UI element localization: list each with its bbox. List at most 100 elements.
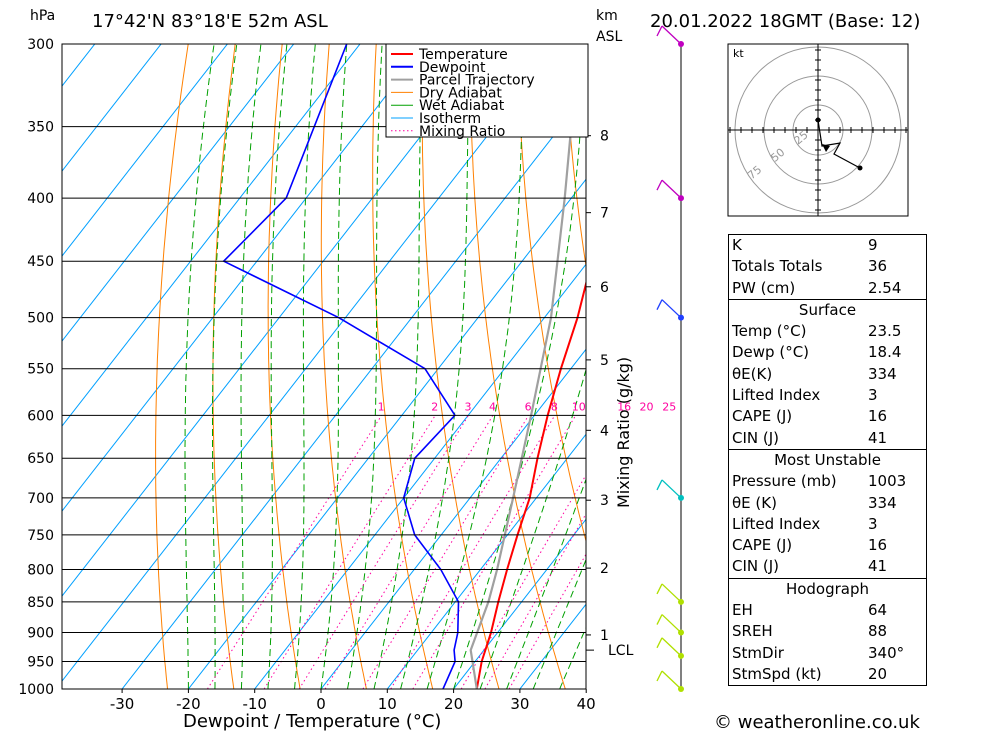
km-tick-label: 6 (600, 280, 609, 296)
index-value: 41 (868, 557, 888, 576)
dry-adiabat-line (155, 44, 189, 689)
km-tick-label: 2 (600, 561, 609, 577)
wet-adiabat-line (426, 44, 524, 689)
pressure-tick-label: 300 (27, 37, 54, 53)
index-label: Totals Totals (732, 257, 823, 276)
mixing-ratio-line (206, 415, 383, 689)
pressure-tick-label: 650 (27, 451, 54, 467)
km-tick-label: 3 (600, 493, 609, 509)
legend-entry: Mixing Ratio (419, 124, 505, 140)
km-tick-label: 8 (600, 129, 609, 145)
pressure-tick-label: 850 (27, 595, 54, 611)
index-label: CAPE (J) (732, 536, 793, 555)
legend-entry: Dry Adiabat (419, 85, 502, 101)
wind-barb-staff (661, 299, 682, 319)
mu-row: θE (K) 334 (729, 493, 926, 514)
pressure-tick-label: 550 (27, 362, 54, 378)
wet-adiabat-line (267, 44, 288, 689)
index-label: EH (732, 601, 753, 620)
lcl-label: LCL (608, 643, 634, 659)
surface-row: Dewp (°C) 18.4 (729, 342, 926, 363)
datetime-title: 20.01.2022 18GMT (Base: 12) (650, 11, 920, 32)
mixing-ratio-line (390, 415, 556, 689)
isotherm-line (452, 518, 586, 689)
wet-adiabat-line (506, 478, 586, 689)
dry-adiabat-line (421, 44, 500, 689)
hodograph-point (857, 165, 863, 171)
x-tick-label: -10 (242, 695, 267, 713)
wind-barb-dot (678, 598, 684, 605)
most-unstable-box: Most Unstable Pressure (mb) 1003 θE (K) 33… (728, 448, 927, 578)
wind-barb-column (656, 25, 684, 692)
index-label: PW (cm) (732, 278, 796, 297)
isotherm-line (386, 433, 586, 689)
wind-barb-flag (656, 583, 663, 595)
index-label: K (732, 236, 742, 254)
index-label: Lifted Index (732, 386, 821, 405)
wind-barb-flag (656, 299, 663, 310)
pressure-tick-label: 500 (27, 311, 54, 327)
mixing-ratio-axis-label: Mixing Ratio (g/kg) (614, 357, 633, 508)
index-label: CIN (J) (732, 557, 780, 576)
index-value: 18.4 (868, 343, 902, 362)
isotherm-line (62, 44, 295, 342)
index-label: StmDir (732, 643, 784, 662)
wet-adiabat-line (320, 44, 348, 689)
index-label: CIN (J) (732, 428, 780, 447)
wet-adiabat-line (240, 44, 262, 689)
hodograph-point (815, 117, 821, 123)
wet-adiabat-line (453, 44, 586, 689)
pressure-tick-label: 900 (27, 626, 54, 642)
footer-credit: © weatheronline.co.uk (714, 712, 920, 733)
index-value: 23.5 (868, 322, 902, 341)
index-value: 20 (868, 664, 888, 683)
dry-adiabat-line (212, 44, 236, 689)
hodograph-index-box: Hodograph EH 64 SREH 88 StmDir 340° StmSpd … (728, 577, 927, 687)
wind-barb-dot (678, 41, 684, 47)
mixing-ratio-line (263, 415, 436, 689)
wind-barb-staff (661, 479, 682, 499)
hodograph-trace (817, 119, 861, 169)
index-value: 334 (868, 364, 897, 383)
surface-row: CAPE (J) 16 (729, 406, 926, 427)
index-value: 1003 (868, 472, 907, 491)
legend-entry: Dewpoint (419, 60, 486, 76)
mixing-ratio-label: 16 (617, 400, 631, 413)
wet-adiabat-line (532, 558, 586, 689)
index-value: 3 (868, 386, 878, 405)
dry-adiabat-line (563, 44, 586, 270)
isotherm-line (62, 44, 229, 257)
index-label: Temp (°C) (732, 322, 807, 341)
surface-box: Surface Temp (°C) 23.5 Dewp (°C) 18.4 θE(K… (728, 298, 927, 449)
index-label: Dewp (°C) (732, 343, 810, 362)
mixing-ratio-label: 20 (639, 400, 653, 413)
index-label: θE (K) (732, 493, 777, 512)
hodo-row: StmDir 340° (729, 643, 926, 664)
wet-adiabat-line (184, 44, 215, 689)
surface-row: θE(K) 334 (729, 364, 926, 385)
hodo-row: StmSpd (kt) 20 (729, 664, 926, 685)
index-value: 16 (868, 407, 888, 426)
mixing-ratio-label: 10 (572, 400, 586, 413)
x-tick-label: 40 (577, 695, 596, 713)
wet-adiabat-line (294, 44, 316, 689)
wind-barb-staff (661, 670, 682, 690)
hodograph-storm-arrow (822, 144, 830, 152)
hodo-row: EH 64 (729, 600, 926, 621)
x-tick-label: 20 (444, 695, 463, 713)
index-value: 41 (868, 428, 888, 447)
index-value: 16 (868, 536, 888, 555)
pressure-tick-label: 400 (27, 191, 54, 207)
wet-adiabat-line (479, 367, 586, 689)
pressure-axis: 300 350 400 450 500 550 600 650 700 750 800 850 900 9… (18, 37, 54, 698)
pressure-tick-label: 600 (27, 408, 54, 424)
dry-adiabat-line (940, 44, 1000, 689)
wind-barb-dot (678, 195, 684, 202)
mixing-ratio-label: 4 (489, 400, 496, 413)
km-unit-label: km (596, 8, 618, 24)
temperature-axis: -30 -20 -10 0 10 20 30 40 (110, 689, 596, 713)
